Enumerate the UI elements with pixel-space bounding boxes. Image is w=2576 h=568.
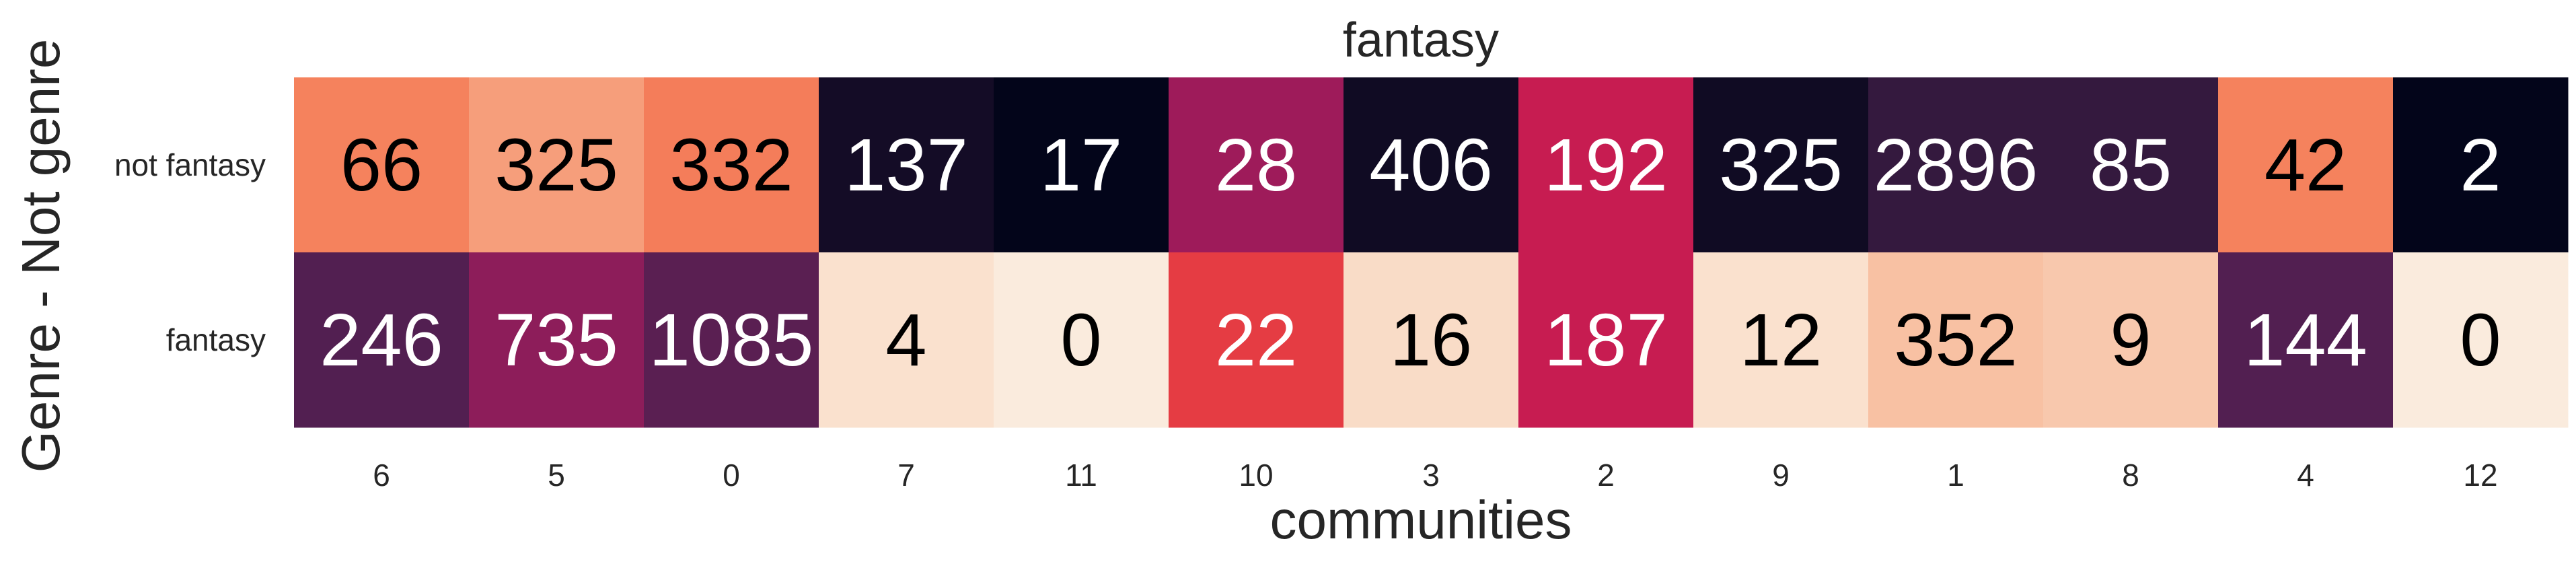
x-tick-label: 1	[1947, 458, 1964, 493]
cell-value-label: 352	[1894, 299, 2018, 382]
heatmap-cell	[294, 252, 470, 428]
heatmap-cell	[2218, 77, 2394, 253]
y-tick-label: fantasy	[166, 322, 266, 357]
cell-value-label: 325	[494, 124, 618, 207]
cell-value-label: 2896	[1874, 124, 2038, 207]
cell-value-label: 2	[2460, 124, 2501, 207]
heatmap-cell	[2393, 252, 2569, 428]
x-tick-label: 8	[2122, 458, 2139, 493]
cell-value-label: 187	[1544, 299, 1668, 382]
y-axis-label: Genre - Not genre	[11, 39, 71, 473]
cell-value-label: 406	[1369, 124, 1493, 207]
cell-value-label: 0	[2460, 299, 2501, 382]
heatmap-cell	[1868, 252, 2044, 428]
heatmap-cell	[2393, 77, 2569, 253]
cell-value-label: 17	[1040, 124, 1122, 207]
x-tick-labels: 6 5 0 7 11 10 3 2 9 1 8 4 12	[373, 458, 2497, 493]
x-tick-label: 0	[723, 458, 740, 493]
chart-title: fantasy	[1343, 13, 1499, 67]
heatmap-cell	[469, 252, 645, 428]
heatmap-cell	[469, 77, 645, 253]
heatmap-cell	[1169, 252, 1344, 428]
cell-value-label: 9	[2110, 299, 2151, 382]
y-tick-label: not fantasy	[114, 147, 266, 182]
cell-value-label: 137	[844, 124, 968, 207]
cell-value-label: 22	[1215, 299, 1297, 382]
x-tick-label: 2	[1597, 458, 1615, 493]
cell-value-label: 246	[320, 299, 443, 382]
cell-value-label: 144	[2244, 299, 2367, 382]
x-tick-label: 4	[2297, 458, 2314, 493]
heatmap-cell	[644, 77, 819, 253]
heatmap-cell	[1693, 77, 1869, 253]
x-tick-label: 5	[548, 458, 565, 493]
cell-value-label: 42	[2265, 124, 2347, 207]
cell-value-label: 332	[669, 124, 793, 207]
cell-value-label: 66	[340, 124, 422, 207]
x-tick-label: 3	[1422, 458, 1440, 493]
x-tick-label: 9	[1772, 458, 1790, 493]
heatmap-cell	[1693, 252, 1869, 428]
cell-value-label: 1085	[649, 299, 814, 382]
heatmap-cell	[2043, 252, 2219, 428]
cell-value-label: 192	[1544, 124, 1668, 207]
heatmap-cell	[1344, 252, 1519, 428]
heatmap-cell	[994, 77, 1169, 253]
heatmap-cell	[994, 252, 1169, 428]
heatmap-cell	[1518, 252, 1694, 428]
heatmap-cell	[294, 77, 470, 253]
heatmap-cell	[2218, 252, 2394, 428]
x-tick-label: 7	[897, 458, 915, 493]
cell-value-label: 735	[494, 299, 618, 382]
heatmap-cell	[819, 77, 994, 253]
cell-value-label: 85	[2090, 124, 2172, 207]
x-tick-label: 10	[1239, 458, 1273, 493]
x-tick-label: 12	[2463, 458, 2497, 493]
heatmap-cell	[2043, 77, 2219, 253]
cell-value-label: 325	[1719, 124, 1843, 207]
heatmap-cell	[1344, 77, 1519, 253]
cell-value-label: 4	[885, 299, 926, 382]
x-axis-label: communities	[1269, 490, 1572, 550]
cell-value-label: 12	[1740, 299, 1822, 382]
cell-value-label: 28	[1215, 124, 1297, 207]
heatmap-cell	[644, 252, 819, 428]
cell-value-label: 0	[1060, 299, 1101, 382]
cell-value-label: 16	[1390, 299, 1472, 382]
heatmap-cell	[1169, 77, 1344, 253]
x-tick-label: 11	[1065, 458, 1097, 493]
heatmap-cell	[1518, 77, 1694, 253]
heatmap-cell	[1868, 77, 2044, 253]
y-tick-labels: not fantasy fantasy	[114, 147, 266, 357]
x-tick-label: 6	[373, 458, 390, 493]
heatmap-cell	[819, 252, 994, 428]
